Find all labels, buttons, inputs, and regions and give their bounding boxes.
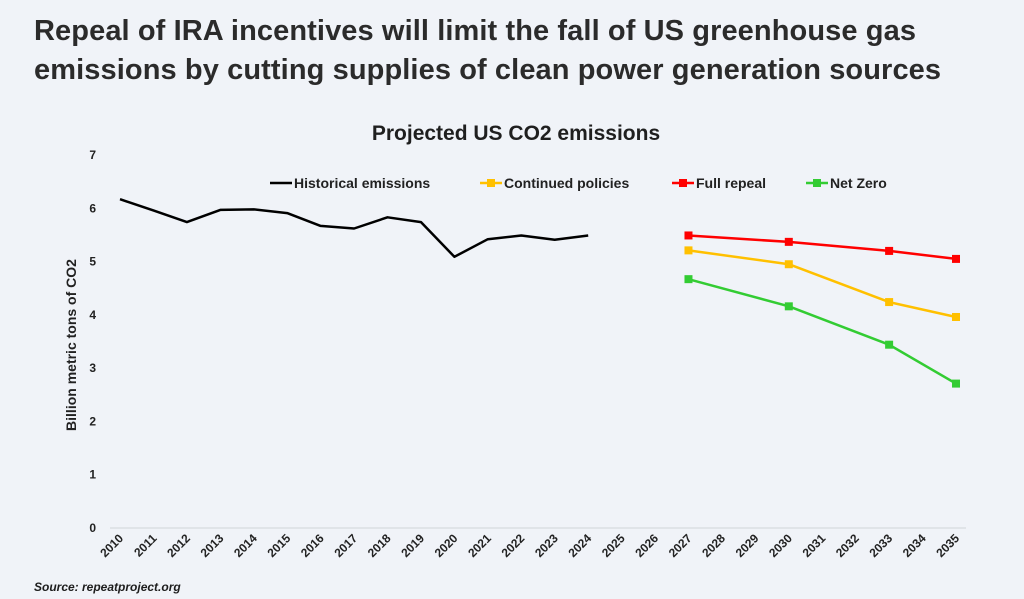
y-tick-label: 3 [89, 361, 96, 375]
x-tick-label: 2026 [632, 531, 661, 560]
x-tick-label: 2025 [599, 531, 628, 560]
data-point-continued-policies [684, 246, 693, 255]
y-tick-label: 6 [89, 201, 96, 215]
x-tick-label: 2024 [565, 531, 594, 560]
data-point-full-repeal [684, 231, 693, 240]
y-tick-label: 1 [89, 468, 96, 482]
data-point-continued-policies [885, 298, 894, 307]
x-tick-label: 2019 [398, 531, 427, 560]
series-net-zero [684, 275, 960, 388]
y-tick-label: 7 [89, 148, 96, 162]
legend-label: Continued policies [504, 175, 629, 191]
series-full-repeal [684, 231, 960, 263]
x-tick-label: 2030 [766, 531, 795, 560]
y-tick-label: 0 [89, 521, 96, 535]
legend-label: Historical emissions [294, 175, 430, 191]
x-tick-label: 2033 [866, 531, 895, 560]
data-point-net-zero [784, 302, 793, 311]
legend-label: Full repeal [696, 175, 766, 191]
x-tick-label: 2015 [265, 531, 294, 560]
x-tick-label: 2014 [231, 531, 260, 560]
legend-swatch-marker [487, 179, 495, 187]
legend-swatch-marker [679, 179, 687, 187]
data-point-continued-policies [952, 312, 960, 321]
series-layer [119, 198, 960, 388]
x-tick-label: 2022 [499, 531, 528, 560]
y-tick-label: 5 [89, 255, 96, 269]
series-historical-emissions [119, 198, 589, 259]
x-tick-label: 2010 [97, 531, 126, 560]
data-point-net-zero [952, 379, 960, 388]
y-tick-label: 2 [89, 414, 96, 428]
data-point-full-repeal [952, 254, 960, 263]
x-tick-label: 2013 [198, 531, 227, 560]
legend-item-net-zero: Net Zero [806, 175, 887, 191]
y-tick-labels: 0 1 2 3 4 5 6 7 [89, 148, 96, 535]
series-line-historical-emissions [119, 198, 589, 259]
x-tick-label: 2027 [666, 531, 695, 560]
data-point-full-repeal [784, 237, 793, 246]
source-note: Source: repeatproject.org [34, 580, 181, 594]
legend-swatch-marker [813, 179, 821, 187]
legend-item-continued-policies: Continued policies [480, 175, 629, 191]
x-tick-label: 2031 [800, 531, 829, 560]
x-tick-label: 2016 [298, 531, 327, 560]
x-tick-label: 2035 [933, 531, 962, 560]
x-tick-label: 2029 [733, 531, 762, 560]
x-tick-label: 2021 [465, 531, 494, 560]
x-tick-label: 2032 [833, 531, 862, 560]
x-tick-label: 2017 [331, 531, 360, 560]
legend-item-historical-emissions: Historical emissions [270, 175, 430, 191]
x-tick-label: 2011 [131, 531, 160, 560]
chart-title: Projected US CO2 emissions [372, 122, 660, 145]
x-tick-label: 2018 [365, 531, 394, 560]
series-line-continued-policies [688, 249, 957, 319]
series-line-net-zero [688, 277, 957, 385]
legend-label: Net Zero [830, 175, 887, 191]
headline-line-2: emissions by cutting supplies of clean p… [34, 54, 942, 86]
data-point-net-zero [885, 340, 894, 349]
legend-item-full-repeal: Full repeal [672, 175, 766, 191]
series-line-full-repeal [688, 234, 957, 261]
data-point-net-zero [684, 275, 693, 284]
series-continued-policies [684, 246, 960, 321]
x-tick-label: 2020 [432, 531, 461, 560]
headline-line-1: Repeal of IRA incentives will limit the … [34, 15, 917, 47]
y-axis-label: Billion metric tons of CO2 [63, 259, 79, 431]
x-tick-labels: 2010 2011 2012 2013 2014 2015 2016 2017 2018 2019… [97, 531, 962, 560]
legend: Historical emissions Continued policies Fu… [270, 175, 887, 191]
headline: Repeal of IRA incentives will limit the … [34, 12, 994, 90]
data-point-continued-policies [784, 260, 793, 269]
x-tick-label: 2012 [164, 531, 193, 560]
x-tick-label: 2034 [900, 531, 929, 560]
data-point-full-repeal [885, 246, 894, 255]
y-tick-label: 4 [89, 308, 96, 322]
x-tick-label: 2028 [699, 531, 728, 560]
x-tick-label: 2023 [532, 531, 561, 560]
